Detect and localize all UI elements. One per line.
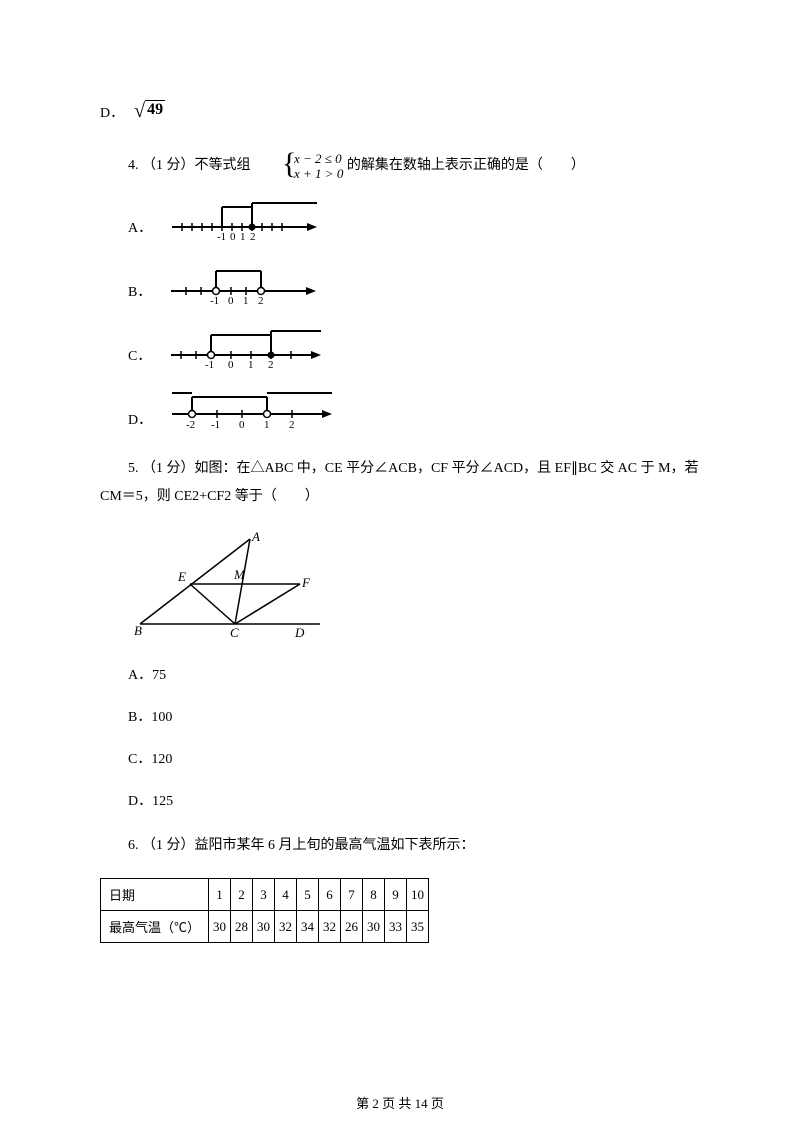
svg-text:B: B: [134, 623, 142, 638]
q5-option-d: D．125: [100, 790, 700, 810]
svg-text:1: 1: [240, 231, 246, 241]
q5-option-b: B．100: [100, 706, 700, 726]
q3-option-d: D． √ 49: [100, 100, 700, 123]
svg-text:-1: -1: [211, 419, 220, 431]
table-row: 日期 1 2 3 4 5 6 7 8 9 10: [101, 879, 429, 911]
svg-text:1: 1: [243, 295, 249, 305]
q6-table: 日期 1 2 3 4 5 6 7 8 9 10 最高气温（℃） 30 28 30…: [100, 878, 700, 943]
option-label: D．: [100, 102, 124, 122]
q4-option-d: D． -2-1 01 2: [100, 391, 700, 433]
question-6: 6. （1 分）益阳市某年 6 月上旬的最高气温如下表所示：: [100, 832, 700, 860]
svg-text:0: 0: [228, 295, 234, 305]
numberline-d: -2 -1 0 1 2: [162, 391, 337, 433]
page-footer: 第 2 页 共 14 页: [0, 1093, 800, 1112]
svg-text:-2: -2: [186, 419, 195, 431]
q4-option-c: C． -10 12: [100, 327, 700, 369]
svg-text:-1: -1: [217, 231, 226, 241]
svg-text:E: E: [177, 569, 186, 584]
numberline-c: -1 0 1 2: [161, 327, 326, 369]
temp-header: 最高气温（℃）: [101, 911, 209, 943]
svg-text:2: 2: [268, 359, 274, 369]
svg-text:2: 2: [258, 295, 264, 305]
svg-text:0: 0: [228, 359, 234, 369]
q4-option-a: A． -10 12: [100, 199, 700, 241]
svg-text:2: 2: [289, 419, 295, 431]
question-4: 4. （1 分）不等式组 { x − 2 ≤ 0 x + 1 > 0 的解集在数…: [100, 151, 700, 181]
q4-prefix: 4. （1 分）不等式组: [128, 158, 254, 173]
svg-text:D: D: [294, 625, 305, 639]
q5-figure: A E M F B C D: [130, 529, 700, 644]
svg-text:1: 1: [248, 359, 254, 369]
date-header: 日期: [101, 879, 209, 911]
svg-text:1: 1: [264, 419, 270, 431]
svg-text:2: 2: [250, 231, 256, 241]
numberline-b: -1 0 12: [161, 263, 321, 305]
q5-option-c: C．120: [100, 748, 700, 768]
question-5: 5. （1 分）如图：在△ABC 中，CE 平分∠ACB，CF 平分∠ACD，且…: [100, 455, 700, 511]
q5-option-a: A．75: [100, 664, 700, 684]
q4-option-b: B． -10 12: [100, 263, 700, 305]
svg-text:F: F: [301, 575, 311, 590]
svg-text:M: M: [233, 567, 246, 582]
svg-text:-1: -1: [210, 295, 219, 305]
svg-text:C: C: [230, 625, 239, 639]
q4-suffix: 的解集在数轴上表示正确的是（ ）: [347, 158, 585, 173]
table-row: 最高气温（℃） 30 28 30 32 34 32 26 30 33 35: [101, 911, 429, 943]
sqrt-expression: √ 49: [134, 100, 165, 123]
svg-text:-1: -1: [205, 359, 214, 369]
svg-text:A: A: [251, 529, 260, 544]
inequality-system: { x − 2 ≤ 0 x + 1 > 0: [254, 151, 343, 181]
svg-text:0: 0: [239, 419, 245, 431]
numberline-a: -1 0 12: [162, 199, 322, 241]
svg-text:0: 0: [230, 231, 236, 241]
